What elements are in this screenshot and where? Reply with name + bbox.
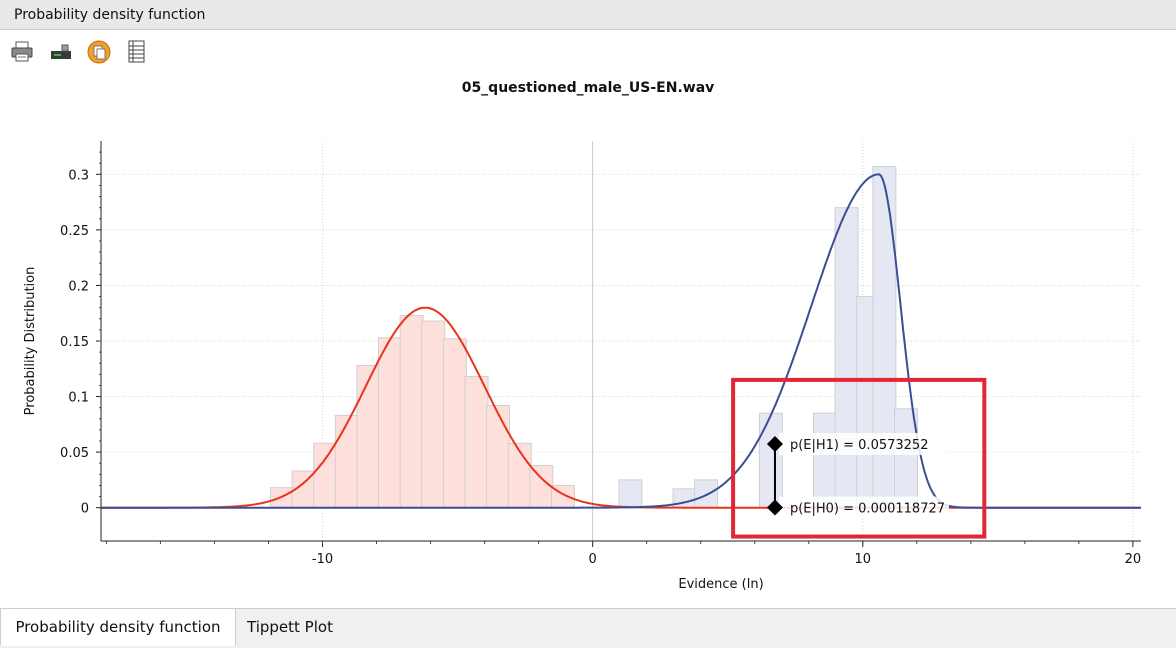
x-tick-label: 20 — [1125, 552, 1142, 567]
histogram-bar — [421, 320, 446, 509]
export-icon[interactable] — [48, 39, 74, 65]
evidence-marker — [766, 435, 783, 452]
histogram-bar — [486, 404, 511, 509]
x-tick-label: 10 — [854, 552, 871, 567]
pdf-chart: 0 0.05 0.1 0.15 0.2 0.25 0.3 -10 0 10 20 Evidence (… — [23, 141, 1142, 592]
histogram-bar — [399, 314, 424, 509]
histogram-h0_bars — [270, 314, 575, 509]
y-tick-label: 0 — [81, 502, 89, 517]
x-tick-label: 0 — [588, 552, 596, 567]
window-titlebar: Probability density function — [0, 0, 1176, 30]
y-tick-label: 0.3 — [68, 168, 89, 183]
y-tick-label: 0.2 — [68, 279, 89, 294]
annotation-label: p(E|H0) = 0.000118727 — [790, 502, 945, 517]
histogram-bar — [464, 376, 489, 509]
tab-bar: Probability density function Tippett Plo… — [0, 608, 1176, 648]
histogram-bar — [529, 464, 554, 509]
tab-tippett-plot[interactable]: Tippett Plot — [236, 609, 344, 645]
y-tick-label: 0.1 — [68, 391, 89, 406]
tab-probability-density-function[interactable]: Probability density function — [0, 609, 236, 646]
chart-title: 05_questioned_male_US-EN.wav — [461, 80, 715, 96]
density-curve-h1_curve — [101, 173, 1141, 509]
annotation-bg — [778, 496, 949, 519]
y-tick-label: 0.05 — [60, 446, 89, 461]
histogram-bar — [758, 412, 783, 509]
evidence-marker — [766, 499, 783, 516]
y-tick-label: 0.25 — [60, 224, 89, 239]
window-title: Probability density function — [14, 7, 206, 23]
histogram-bar — [356, 364, 381, 509]
y-tick-label: 0.15 — [60, 335, 89, 350]
histogram-bar — [334, 414, 359, 509]
histogram-bar — [618, 479, 643, 509]
histogram-bar — [313, 442, 338, 509]
copy-icon[interactable] — [86, 39, 112, 65]
y-axis-label: Probability Distribution — [23, 267, 38, 416]
printer-icon[interactable] — [9, 39, 35, 65]
highlight-box — [731, 377, 987, 539]
histogram-bar — [834, 207, 859, 509]
annotation-bg — [778, 432, 949, 455]
histogram-bar — [694, 479, 719, 509]
histogram-bar — [378, 337, 403, 509]
x-tick-label: -10 — [312, 552, 333, 567]
histogram-bar — [872, 166, 897, 509]
histogram-h1_bars — [618, 166, 918, 509]
histogram-bar — [812, 412, 837, 509]
annotation-label: p(E|H1) = 0.0573252 — [790, 438, 929, 453]
x-axis-label: Evidence (ln) — [678, 577, 763, 592]
toolbar — [0, 31, 1176, 75]
histogram-bar — [442, 338, 467, 509]
data-table-icon[interactable] — [124, 39, 150, 65]
